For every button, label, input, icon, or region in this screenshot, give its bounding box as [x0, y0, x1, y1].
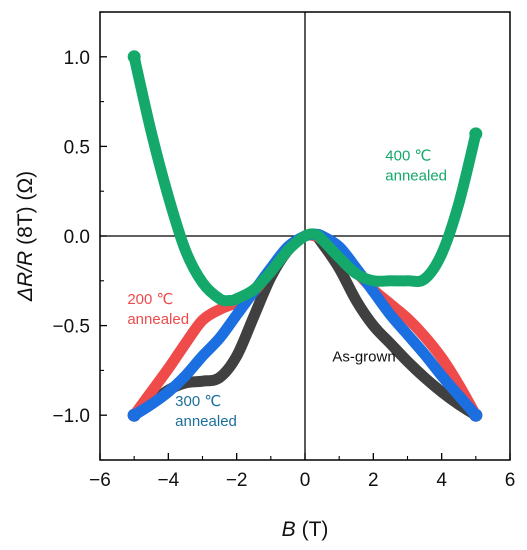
x-tick-label: 4: [436, 470, 447, 491]
annotation-200: 200 ℃ annealed: [127, 291, 189, 328]
annotation-line: 300 ℃: [175, 393, 221, 410]
annotation-line: annealed: [175, 413, 237, 430]
annotation-line: 200 ℃: [127, 291, 173, 308]
annotation-400: 400 ℃ annealed: [385, 148, 447, 185]
y-axis-symbol: ΔR/R: [14, 251, 37, 302]
series-point: [469, 408, 483, 422]
series-point: [127, 50, 141, 64]
annotation-line: As-grown: [332, 348, 395, 365]
y-tick-label: 1.0: [64, 48, 90, 69]
annotation-line: 400 ℃: [385, 148, 431, 165]
y-axis-title: ΔR/R (8T) (Ω): [14, 171, 37, 302]
y-axis: 1.0 0.5 0.0 −0.5 −1.0: [52, 11, 107, 461]
y-tick-label: −1.0: [52, 406, 90, 427]
x-axis-title: B (T): [282, 518, 329, 541]
x-tick-label: −6: [89, 470, 111, 491]
x-axis: −6 −4 −2 0 2 4 6: [89, 453, 515, 491]
annotations: 200 ℃ annealed 300 ℃ annealed As-grown 400 ℃ a…: [127, 148, 447, 431]
x-axis-unit: (T): [302, 518, 329, 541]
x-tick-label: 6: [505, 470, 516, 491]
x-axis-symbol: B: [282, 518, 296, 541]
x-tick-label: −2: [226, 470, 248, 491]
series-point: [127, 408, 141, 422]
series-line: [128, 51, 482, 307]
annotation-line: annealed: [127, 311, 189, 328]
annotation-300: 300 ℃ annealed: [175, 393, 237, 430]
series-layer: [127, 50, 483, 422]
y-tick-label: 0.5: [64, 137, 90, 158]
x-tick-label: 2: [368, 470, 379, 491]
annotation-line: annealed: [385, 168, 447, 185]
series-point: [469, 127, 483, 141]
y-axis-rest: (8T) (Ω): [14, 171, 37, 245]
x-tick-label: 0: [300, 470, 311, 491]
x-tick-label: −4: [157, 470, 179, 491]
series-400-annealed: [127, 50, 483, 307]
y-tick-label: −0.5: [52, 317, 90, 338]
annotation-asgrown: As-grown: [332, 348, 395, 365]
y-tick-label: 0.0: [64, 227, 90, 248]
